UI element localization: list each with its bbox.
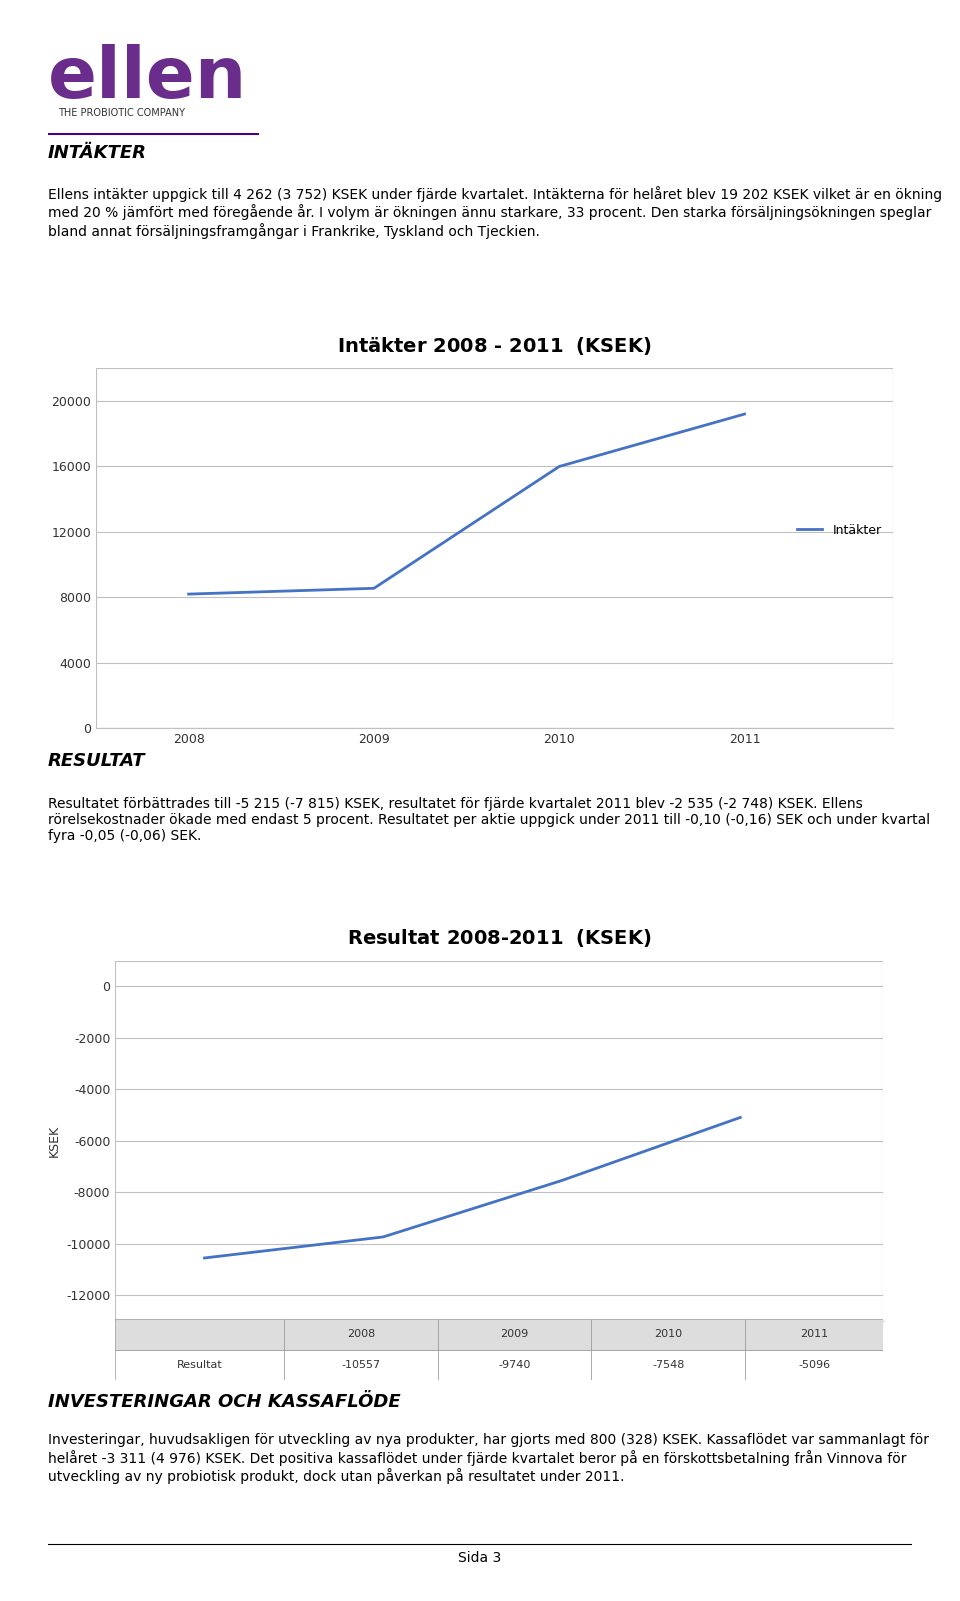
Legend: Intäkter: Intäkter <box>792 519 886 541</box>
Text: 2010: 2010 <box>654 1329 683 1340</box>
Bar <box>745 1319 883 1350</box>
Bar <box>284 1350 438 1380</box>
Text: -10557: -10557 <box>342 1359 380 1370</box>
Text: 2011: 2011 <box>800 1329 828 1340</box>
Text: -5096: -5096 <box>798 1359 830 1370</box>
Text: 2009: 2009 <box>500 1329 529 1340</box>
Bar <box>115 1350 284 1380</box>
Text: ellen: ellen <box>48 43 248 114</box>
Text: Ellens intäkter uppgick till 4 262 (3 752) KSEK under fjärde kvartalet. Intäkter: Ellens intäkter uppgick till 4 262 (3 75… <box>48 186 942 239</box>
Bar <box>284 1319 438 1350</box>
Text: Investeringar, huvudsakligen för utveckling av nya produkter, har gjorts med 800: Investeringar, huvudsakligen för utveckl… <box>48 1433 929 1484</box>
Bar <box>115 1319 284 1350</box>
Bar <box>591 1319 745 1350</box>
Text: -7548: -7548 <box>652 1359 684 1370</box>
Bar <box>591 1350 745 1380</box>
Title: Resultat 2008-2011$\mathregular{\ }$ (KSEK): Resultat 2008-2011$\mathregular{\ }$ (KS… <box>347 927 652 949</box>
Text: 2008: 2008 <box>347 1329 375 1340</box>
Text: INTÄKTER: INTÄKTER <box>48 144 147 162</box>
Bar <box>745 1350 883 1380</box>
Text: Resultat: Resultat <box>177 1359 223 1370</box>
Text: Resultatet förbättrades till -5 215 (-7 815) KSEK, resultatet för fjärde kvartal: Resultatet förbättrades till -5 215 (-7 … <box>48 797 930 844</box>
Text: RESULTAT: RESULTAT <box>48 752 146 770</box>
Text: -9740: -9740 <box>498 1359 531 1370</box>
Bar <box>438 1350 591 1380</box>
Y-axis label: KSEK: KSEK <box>47 1124 60 1158</box>
Text: INVESTERINGAR OCH KASSAFLÖDE: INVESTERINGAR OCH KASSAFLÖDE <box>48 1393 400 1410</box>
Text: THE PROBIOTIC COMPANY: THE PROBIOTIC COMPANY <box>58 107 184 118</box>
Title: Intäkter 2008 - 2011$\mathregular{\ }$ (KSEK): Intäkter 2008 - 2011$\mathregular{\ }$ (… <box>337 335 652 357</box>
Bar <box>438 1319 591 1350</box>
Text: Sida 3: Sida 3 <box>458 1551 502 1566</box>
